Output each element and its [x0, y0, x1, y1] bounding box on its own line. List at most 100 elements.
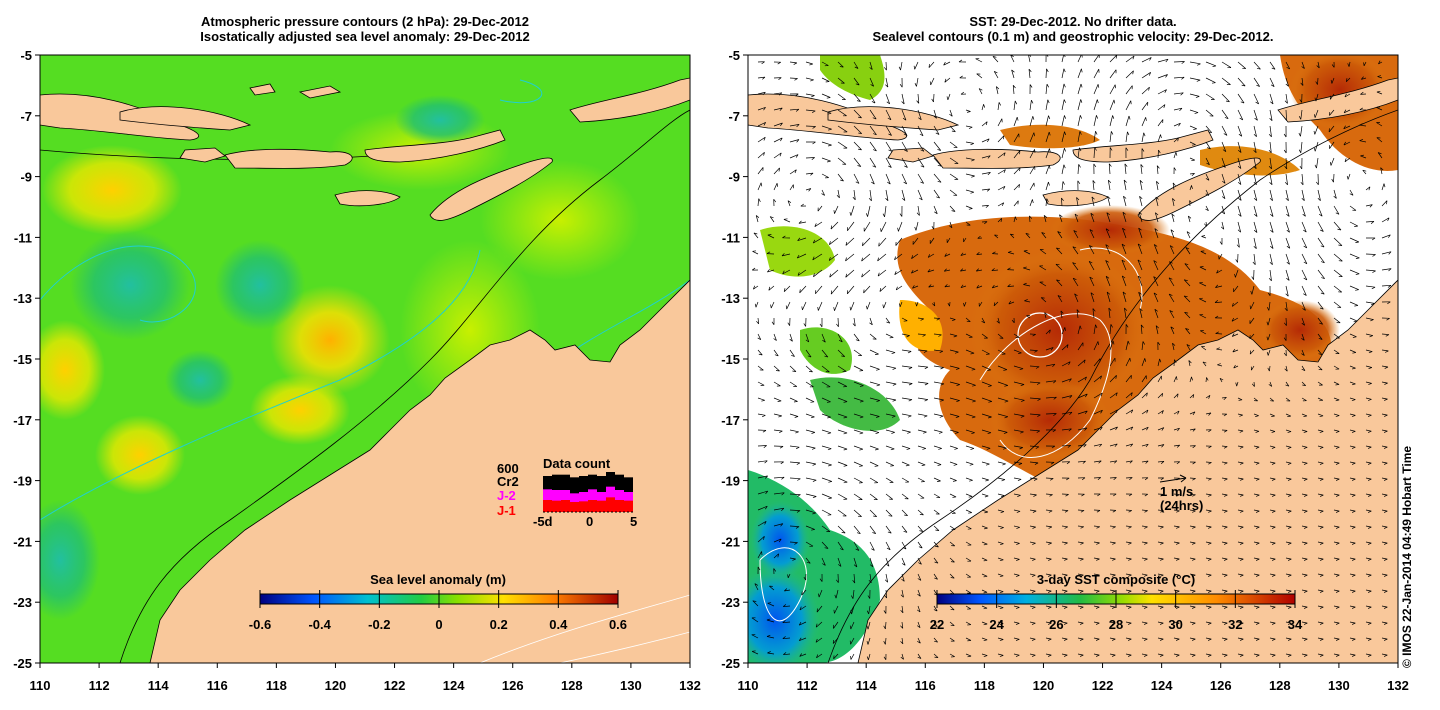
velocity-arrow	[1173, 376, 1178, 383]
velocity-arrow	[863, 285, 871, 294]
velocity-arrow	[885, 525, 892, 534]
velocity-arrow	[1269, 493, 1276, 497]
velocity-arrow	[1205, 141, 1211, 150]
left-lon-label: 112	[89, 678, 110, 693]
velocity-arrow	[1077, 493, 1085, 497]
velocity-arrow	[1157, 477, 1165, 481]
velocity-arrow	[933, 365, 944, 370]
velocity-arrow	[917, 109, 922, 121]
velocity-arrow	[1317, 653, 1324, 657]
velocity-arrow	[901, 397, 913, 402]
velocity-arrow	[932, 301, 936, 307]
velocity-arrow	[997, 621, 1004, 625]
velocity-arrow	[1045, 525, 1053, 529]
velocity-arrow	[1089, 276, 1095, 287]
velocity-arrow	[1044, 312, 1048, 319]
velocity-arrow	[1285, 221, 1290, 233]
velocity-arrow	[1349, 205, 1357, 211]
velocity-arrow	[1317, 573, 1324, 577]
velocity-arrow	[756, 317, 760, 325]
velocity-arrow	[787, 573, 791, 579]
velocity-arrow	[1157, 605, 1164, 609]
sst-colorbar-tick-label: 28	[1109, 617, 1123, 632]
velocity-arrow	[1205, 61, 1217, 68]
velocity-arrow	[1205, 477, 1212, 481]
velocity-arrow	[837, 157, 847, 165]
velocity-arrow	[1107, 179, 1112, 191]
velocity-arrow	[1189, 376, 1193, 383]
right-lat-label: -15	[721, 352, 740, 367]
velocity-arrow	[1250, 365, 1255, 371]
velocity-arrow	[1045, 429, 1057, 433]
velocity-arrow	[965, 445, 975, 450]
velocity-arrow	[933, 397, 944, 402]
velocity-arrow	[1381, 477, 1388, 481]
velocity-arrow	[1141, 653, 1148, 657]
velocity-arrow	[1221, 589, 1228, 593]
velocity-arrow	[1169, 261, 1175, 271]
left-lat-label: -11	[14, 230, 32, 245]
velocity-arrow	[1109, 525, 1116, 529]
velocity-arrow	[1105, 260, 1111, 271]
velocity-arrow	[1301, 61, 1305, 69]
velocity-arrow	[965, 493, 973, 498]
velocity-arrow	[767, 234, 775, 239]
velocity-arrow	[1365, 621, 1372, 625]
velocity-arrow	[789, 381, 798, 387]
velocity-arrow	[917, 397, 929, 402]
velocity-arrow	[1013, 541, 1020, 545]
velocity-arrow	[1108, 163, 1112, 175]
velocity-arrow	[1317, 477, 1324, 481]
velocity-arrow	[916, 93, 920, 104]
velocity-arrow	[1125, 426, 1134, 431]
velocity-arrow	[853, 157, 862, 167]
velocity-arrow	[1221, 189, 1226, 199]
velocity-arrow	[819, 573, 823, 582]
velocity-arrow	[837, 381, 848, 388]
left-title-line1: Atmospheric pressure contours (2 hPa): 2…	[201, 14, 529, 29]
velocity-arrow	[1045, 605, 1052, 609]
velocity-arrow	[869, 125, 877, 136]
velocity-arrow	[1365, 333, 1374, 338]
velocity-arrow	[1077, 147, 1082, 159]
velocity-arrow	[801, 301, 807, 311]
velocity-arrow	[1381, 653, 1388, 657]
velocity-arrow	[1045, 83, 1050, 95]
velocity-arrow	[1221, 541, 1228, 545]
velocity-arrow	[1121, 259, 1127, 271]
velocity-arrow	[1205, 509, 1212, 513]
velocity-arrow	[1301, 637, 1308, 641]
velocity-arrow	[1013, 216, 1017, 223]
velocity-arrow	[933, 493, 941, 499]
velocity-arrow	[1189, 541, 1196, 545]
velocity-arrow	[1360, 91, 1367, 95]
velocity-arrow	[949, 317, 956, 322]
velocity-arrow	[1028, 68, 1032, 79]
sla-colorbar-tick-label: 0.6	[609, 617, 627, 632]
velocity-arrow	[981, 573, 988, 578]
velocity-arrow	[1381, 217, 1390, 223]
small-island-land	[298, 85, 342, 99]
velocity-arrow	[789, 124, 800, 128]
velocity-arrow	[997, 429, 1008, 434]
velocity-arrow	[757, 381, 765, 386]
velocity-arrow	[1365, 269, 1376, 273]
velocity-arrow	[1154, 212, 1159, 223]
velocity-arrow	[1029, 166, 1036, 175]
velocity-arrow	[933, 573, 938, 580]
velocity-arrow	[1093, 115, 1099, 127]
velocity-arrow	[965, 397, 976, 403]
velocity-arrow	[1013, 557, 1020, 561]
velocity-arrow	[1061, 147, 1066, 159]
velocity-arrow	[869, 509, 878, 518]
velocity-arrow	[845, 253, 855, 262]
velocity-arrow	[1109, 605, 1116, 609]
sst-hot-core	[970, 250, 1150, 410]
velocity-arrow	[1093, 460, 1102, 464]
velocity-arrow	[1377, 75, 1383, 79]
velocity-arrow	[1285, 237, 1291, 249]
velocity-arrow	[1237, 653, 1244, 657]
right-lat-label: -23	[721, 595, 740, 610]
velocity-arrow	[1013, 333, 1020, 338]
velocity-arrow	[1168, 293, 1175, 303]
